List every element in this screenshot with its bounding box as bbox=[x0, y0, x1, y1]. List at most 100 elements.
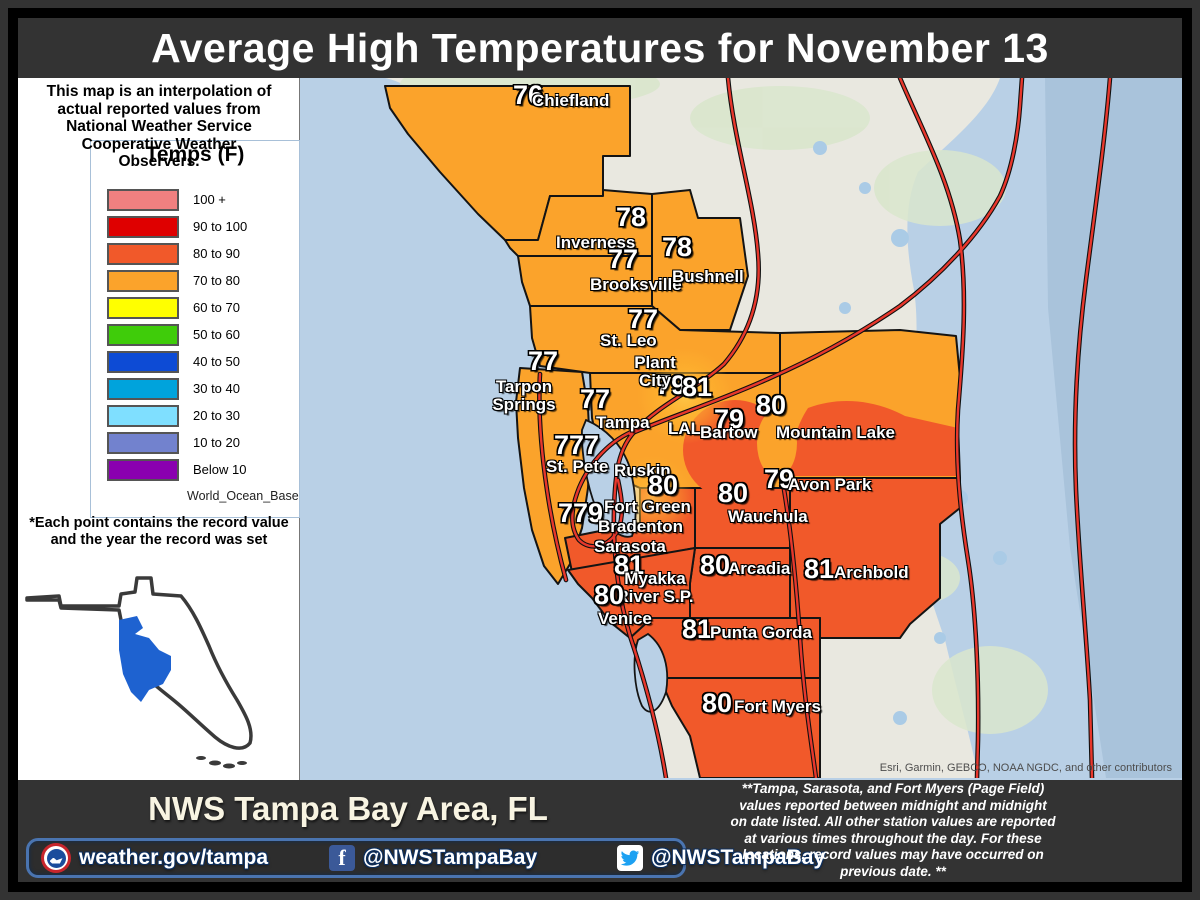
county-lee bbox=[659, 677, 821, 778]
temp-value: 79 bbox=[714, 404, 745, 434]
city-label: Arcadia bbox=[728, 559, 791, 578]
temp-value: 81 bbox=[682, 372, 713, 402]
city-label: St. Leo bbox=[600, 331, 657, 350]
city-label: Inverness bbox=[556, 233, 636, 252]
website-link[interactable]: weather.gov/tampa bbox=[79, 846, 269, 869]
temp-value: 78 bbox=[662, 232, 693, 262]
legend-row: Below 10 bbox=[91, 459, 299, 486]
reporting-disclaimer: **Tampa, Sarasota, and Fort Myers (Page … bbox=[730, 781, 1056, 879]
nws-logo-icon bbox=[41, 843, 71, 873]
legend-label: 30 to 40 bbox=[193, 381, 240, 396]
interpolation-blobs bbox=[610, 348, 960, 540]
footer: NWS Tampa Bay Area, FL weather.gov/tampa… bbox=[18, 780, 1182, 882]
city-label: Tampa bbox=[596, 413, 650, 432]
legend-row: 20 to 30 bbox=[91, 405, 299, 432]
temp-value: 777 bbox=[554, 430, 600, 460]
legend-row: 10 to 20 bbox=[91, 432, 299, 459]
record-note: *Each point contains the record value an… bbox=[29, 515, 289, 548]
legend-label: 100 + bbox=[193, 192, 226, 207]
temp-value: 80 bbox=[648, 470, 679, 500]
city-label: Bartow bbox=[700, 423, 758, 442]
temp-value: 77 bbox=[628, 304, 659, 334]
legend-label: 70 to 80 bbox=[193, 273, 240, 288]
legend-label: 40 to 50 bbox=[193, 354, 240, 369]
facebook-handle[interactable]: @NWSTampaBay bbox=[363, 846, 538, 869]
basemap bbox=[300, 78, 1182, 778]
legend-heading: Temps (F) bbox=[145, 143, 245, 166]
temp-value: 79 bbox=[764, 464, 795, 494]
city-label: Mountain Lake bbox=[776, 423, 896, 442]
temp-value: 77 bbox=[528, 346, 559, 376]
city-label: Ruskin bbox=[614, 461, 671, 480]
legend-label: 50 to 60 bbox=[193, 327, 240, 342]
page-title: Average High Temperatures for November 1… bbox=[151, 24, 1049, 71]
city-label: Wauchula bbox=[728, 507, 808, 526]
legend-row: 30 to 40 bbox=[91, 378, 299, 405]
legend-label: Below 10 bbox=[193, 462, 247, 477]
legend-box: Temps (F) 100 + 90 to 100 80 to 90 70 to 80… bbox=[90, 140, 300, 518]
city-label: Sarasota bbox=[594, 537, 666, 556]
legend-swatch bbox=[107, 324, 179, 346]
legend-swatch bbox=[107, 189, 179, 211]
cwa-highlight bbox=[119, 616, 171, 702]
interpolation-note: This map is an interpolation of actual r… bbox=[46, 83, 272, 170]
legend-row: 40 to 50 bbox=[91, 351, 299, 378]
legend-row: 90 to 100 bbox=[91, 216, 299, 243]
temp-value: 80 bbox=[702, 688, 733, 718]
basemap-label: World_Ocean_Base bbox=[187, 489, 299, 503]
city-label: Avon Park bbox=[788, 475, 872, 494]
legend-row: 60 to 70 bbox=[91, 297, 299, 324]
legend-label: 60 to 70 bbox=[193, 300, 240, 315]
highways bbox=[537, 78, 1113, 778]
office-title: NWS Tampa Bay Area, FL bbox=[148, 790, 548, 827]
city-label: Fort Myers bbox=[734, 697, 821, 716]
legend-swatch bbox=[107, 378, 179, 400]
city-label: Chiefland bbox=[532, 91, 610, 110]
temp-value: 76 bbox=[513, 80, 544, 110]
title-bar: Average High Temperatures for November 1… bbox=[18, 18, 1182, 78]
temp-value: 779 bbox=[558, 498, 604, 528]
facebook-icon[interactable]: f bbox=[329, 845, 355, 871]
legend-label: 90 to 100 bbox=[193, 219, 248, 234]
temp-value: 80 bbox=[718, 478, 749, 508]
map-canvas: 76 Chiefland 78 Inverness 77 Brooksville 78 Bus… bbox=[300, 78, 1182, 780]
legend-label: 10 to 20 bbox=[193, 435, 240, 450]
city-label: Plant City bbox=[634, 353, 676, 390]
city-label: LAL bbox=[668, 419, 702, 438]
legend-panel: This map is an interpolation of actual r… bbox=[18, 78, 300, 780]
legend-swatch bbox=[107, 216, 179, 238]
temp-value: 81 bbox=[682, 614, 713, 644]
legend-row: 100 + bbox=[91, 189, 299, 216]
city-label: Fort Green bbox=[604, 497, 691, 516]
city-label: Myakka River S.P. bbox=[616, 569, 694, 606]
florida-keys bbox=[196, 756, 247, 769]
county-citrus bbox=[504, 189, 653, 257]
city-label: St. Pete bbox=[546, 457, 609, 476]
legend-row: 50 to 60 bbox=[91, 324, 299, 351]
legend-swatch bbox=[107, 297, 179, 319]
temp-value: 80 bbox=[756, 390, 787, 420]
temp-value: 77 bbox=[580, 384, 611, 414]
twitter-handle[interactable]: @NWSTampaBay bbox=[651, 846, 826, 869]
legend-label: 20 to 30 bbox=[193, 408, 240, 423]
florida-inset-map bbox=[25, 576, 253, 769]
city-label: Venice bbox=[598, 609, 652, 628]
legend-swatch bbox=[107, 270, 179, 292]
city-label: Brooksville bbox=[590, 275, 682, 294]
station-labels: 76 Chiefland 78 Inverness 77 Brooksville 78 Bus… bbox=[300, 78, 1182, 780]
temp-value: 79 bbox=[656, 370, 687, 400]
legend-swatch bbox=[107, 243, 179, 265]
temp-value: 80 bbox=[700, 550, 731, 580]
legend-row: 70 to 80 bbox=[91, 270, 299, 297]
city-label: Bushnell bbox=[672, 267, 744, 286]
legend-label: 80 to 90 bbox=[193, 246, 240, 261]
legend-swatch bbox=[107, 405, 179, 427]
temp-value: 80 bbox=[594, 580, 625, 610]
temp-value: 78 bbox=[616, 202, 647, 232]
social-bar: weather.gov/tampa f @NWSTampaBay @NWSTam… bbox=[26, 838, 825, 878]
twitter-icon[interactable] bbox=[617, 845, 643, 871]
temp-value: 81 bbox=[804, 554, 835, 584]
legend-row: 80 to 90 bbox=[91, 243, 299, 270]
city-label: Bradenton bbox=[598, 517, 683, 536]
